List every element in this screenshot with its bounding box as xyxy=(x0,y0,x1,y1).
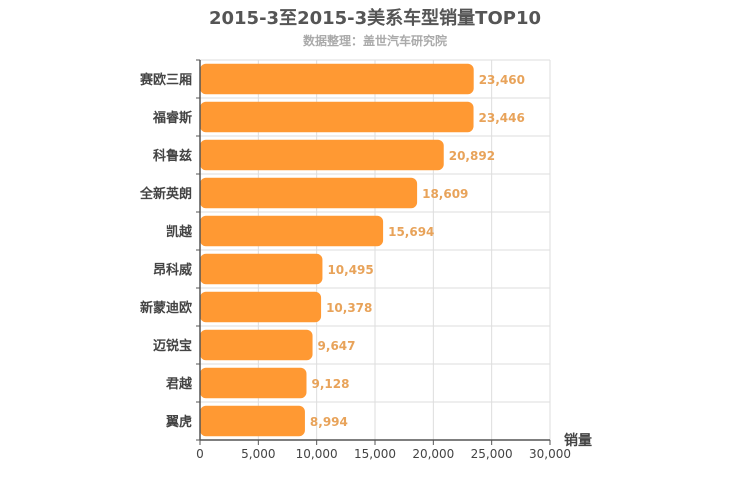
x-tick-label: 15,000 xyxy=(354,447,396,461)
bar xyxy=(200,367,307,399)
bar xyxy=(200,63,474,95)
data-label: 23,446 xyxy=(479,111,525,125)
category-label: 昂科威 xyxy=(153,262,192,278)
chart-title: 2015-3至2015-3美系车型销量TOP10 xyxy=(208,8,541,29)
bar xyxy=(200,405,305,437)
bar xyxy=(200,329,313,361)
bar xyxy=(200,253,323,285)
x-axis-title: 销量 xyxy=(564,432,592,449)
x-tick-label: 25,000 xyxy=(471,447,513,461)
bar xyxy=(200,101,474,133)
data-label: 23,460 xyxy=(479,73,525,87)
bar xyxy=(200,215,384,247)
category-label: 新蒙迪欧 xyxy=(140,300,192,316)
label-layer: 赛欧三厢 23,460 福睿斯 23,446 科鲁兹 20,892 全新英朗 18,609 凯越… xyxy=(139,72,592,461)
category-label: 迈锐宝 xyxy=(153,338,192,354)
data-label: 18,609 xyxy=(422,187,468,201)
data-label: 9,647 xyxy=(318,339,356,353)
x-tick-label: 30,000 xyxy=(529,447,571,461)
data-label: 8,994 xyxy=(310,415,348,429)
data-label: 10,378 xyxy=(326,301,372,315)
category-label: 君越 xyxy=(166,376,193,392)
x-tick-label: 5,000 xyxy=(241,447,275,461)
category-label: 福睿斯 xyxy=(152,110,192,126)
data-label: 9,128 xyxy=(311,377,349,391)
axis-layer xyxy=(196,59,551,445)
chart-subtitle: 数据整理：盖世汽车研究院 xyxy=(302,34,447,48)
data-label: 10,495 xyxy=(327,263,373,277)
bar-layer xyxy=(200,63,474,437)
x-tick-label: 20,000 xyxy=(412,447,454,461)
bar xyxy=(200,177,418,209)
x-tick-label: 10,000 xyxy=(296,447,338,461)
category-label: 凯越 xyxy=(166,224,193,240)
category-label: 赛欧三厢 xyxy=(139,72,192,88)
category-label: 科鲁兹 xyxy=(153,148,192,164)
x-tick-label: 0 xyxy=(196,447,204,461)
bar xyxy=(200,291,322,323)
data-label: 20,892 xyxy=(449,149,495,163)
bar xyxy=(200,139,444,171)
grid-layer xyxy=(200,59,551,441)
category-label: 全新英朗 xyxy=(139,186,192,202)
category-label: 翼虎 xyxy=(165,414,192,430)
data-label: 15,694 xyxy=(388,225,434,239)
